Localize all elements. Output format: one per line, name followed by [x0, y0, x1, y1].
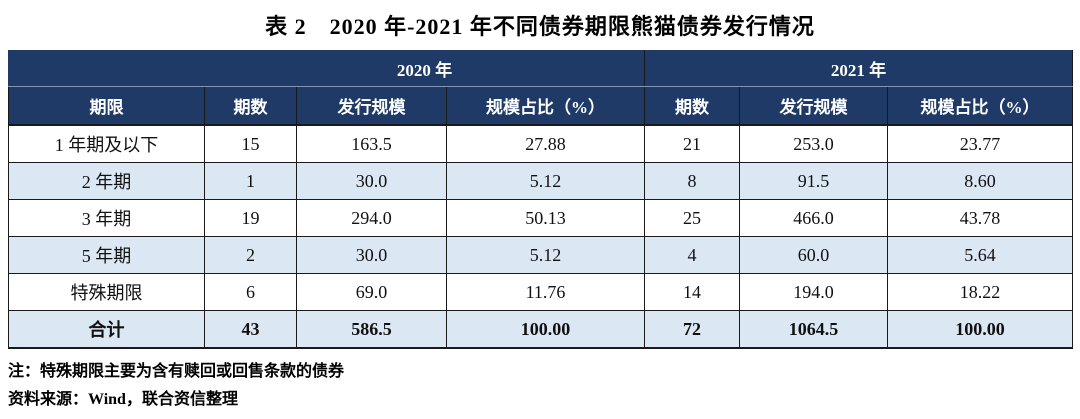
cell-pct-2020: 5.12: [446, 162, 645, 200]
cell-term: 1 年期及以下: [8, 124, 205, 163]
table-row: 3 年期 19 294.0 50.13 25 466.0 43.78: [8, 199, 1073, 237]
cell-term: 特殊期限: [8, 273, 205, 311]
cell-count-2021: 72: [644, 310, 740, 349]
cell-count-2020: 15: [204, 124, 297, 163]
cell-count-2021: 25: [644, 199, 740, 237]
cell-pct-2020: 11.76: [446, 273, 645, 311]
cell-scale-2021: 253.0: [739, 124, 888, 163]
cell-pct-2020: 100.00: [446, 310, 645, 349]
cell-term: 5 年期: [8, 236, 205, 274]
table-title: 表 2 2020 年-2021 年不同债券期限熊猫债券发行情况: [265, 14, 815, 39]
table-row: 2 年期 1 30.0 5.12 8 91.5 8.60: [8, 162, 1073, 200]
cell-scale-2020: 294.0: [296, 199, 447, 237]
footnotes: 注：特殊期限主要为含有赎回或回售条款的债券 资料来源：Wind，联合资信整理: [8, 358, 1080, 414]
col-header-scale-2020: 发行规模: [296, 86, 447, 126]
year-header-row: 2020 年 2021 年: [8, 50, 1073, 87]
cell-count-2021: 8: [644, 162, 740, 200]
cell-scale-2021: 91.5: [739, 162, 888, 200]
cell-count-2020: 6: [204, 273, 297, 311]
cell-term: 合计: [8, 310, 205, 349]
blank-corner-cell: [8, 50, 205, 87]
cell-scale-2021: 466.0: [739, 199, 888, 237]
table-row: 5 年期 2 30.0 5.12 4 60.0 5.64: [8, 236, 1073, 274]
col-header-pct-2021: 规模占比（%）: [887, 86, 1073, 126]
cell-pct-2021: 23.77: [887, 124, 1073, 163]
cell-pct-2021: 43.78: [887, 199, 1073, 237]
cell-pct-2021: 18.22: [887, 273, 1073, 311]
table-total-row: 合计 43 586.5 100.00 72 1064.5 100.00: [8, 310, 1073, 349]
panda-bond-issuance-table: 2020 年 2021 年 期限 期数 发行规模 规模占比（%） 期数 发行规模…: [8, 50, 1073, 349]
cell-term: 2 年期: [8, 162, 205, 200]
footnote-special-term: 注：特殊期限主要为含有赎回或回售条款的债券: [8, 363, 345, 380]
cell-count-2020: 19: [204, 199, 297, 237]
col-header-count-2021: 期数: [644, 86, 740, 126]
cell-pct-2021: 100.00: [887, 310, 1073, 349]
cell-pct-2020: 27.88: [446, 124, 645, 163]
col-header-count-2020: 期数: [204, 86, 297, 126]
cell-scale-2021: 194.0: [739, 273, 888, 311]
col-header-pct-2020: 规模占比（%）: [446, 86, 645, 126]
footnote-source: 资料来源：Wind，联合资信整理: [8, 391, 238, 408]
year-header-2021: 2021 年: [644, 50, 1073, 87]
col-header-scale-2021: 发行规模: [739, 86, 888, 126]
cell-pct-2021: 8.60: [887, 162, 1073, 200]
column-header-row: 期限 期数 发行规模 规模占比（%） 期数 发行规模 规模占比（%）: [8, 86, 1073, 126]
cell-count-2021: 21: [644, 124, 740, 163]
cell-count-2020: 1: [204, 162, 297, 200]
cell-term: 3 年期: [8, 199, 205, 237]
table-row: 1 年期及以下 15 163.5 27.88 21 253.0 23.77: [8, 124, 1073, 163]
cell-scale-2020: 163.5: [296, 124, 447, 163]
cell-scale-2020: 586.5: [296, 310, 447, 349]
cell-count-2020: 43: [204, 310, 297, 349]
cell-scale-2020: 30.0: [296, 236, 447, 274]
cell-scale-2021: 60.0: [739, 236, 888, 274]
cell-count-2021: 14: [644, 273, 740, 311]
cell-scale-2020: 30.0: [296, 162, 447, 200]
cell-pct-2021: 5.64: [887, 236, 1073, 274]
year-header-2020: 2020 年: [204, 50, 645, 87]
table-row: 特殊期限 6 69.0 11.76 14 194.0 18.22: [8, 273, 1073, 311]
cell-scale-2020: 69.0: [296, 273, 447, 311]
cell-pct-2020: 50.13: [446, 199, 645, 237]
cell-count-2021: 4: [644, 236, 740, 274]
col-header-term: 期限: [8, 86, 205, 126]
cell-scale-2021: 1064.5: [739, 310, 888, 349]
cell-count-2020: 2: [204, 236, 297, 274]
cell-pct-2020: 5.12: [446, 236, 645, 274]
